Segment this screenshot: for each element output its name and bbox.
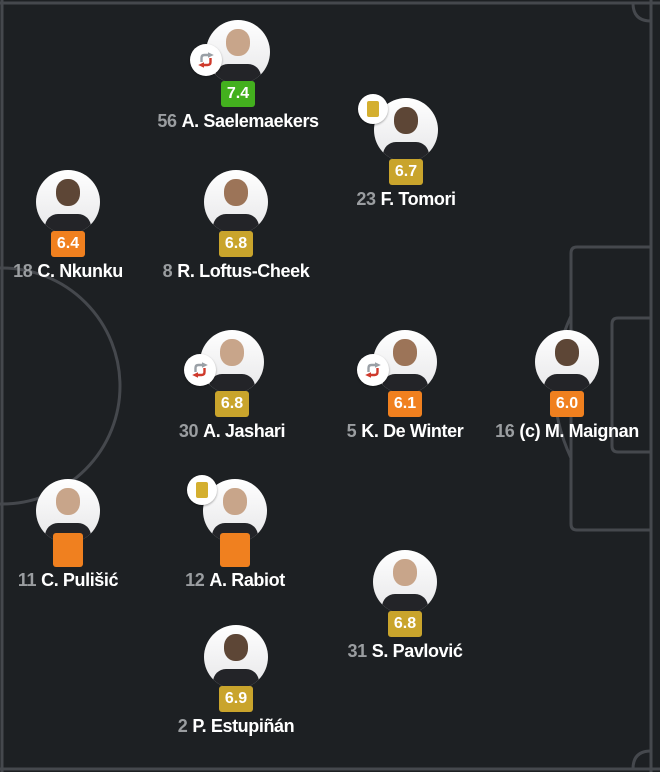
player-avatar [204,625,268,689]
player-name: 12 A. Rabiot [185,570,285,591]
player-shirt [382,594,428,614]
player-avatar [535,330,599,394]
player-number: 16 [495,421,515,441]
player-number: 23 [356,189,376,209]
player-number: 11 [17,570,37,590]
player-name: 23 F. Tomori [356,189,456,210]
player-number: 5 [346,421,357,441]
player-rating-badge: 6.0 [550,391,584,417]
player-rating-badge: 6.8 [215,391,249,417]
player-name: 30 A. Jashari [178,421,286,442]
player-head [224,179,248,206]
player-shirt [209,374,255,394]
player-head [223,488,247,515]
player-shirt [383,142,429,162]
player-rating-badge: 6.8 [219,231,253,257]
yellow-card [196,482,208,498]
player-head [393,559,417,586]
player-rating-badge: 6.4 [51,231,85,257]
player-avatar [373,550,437,614]
player-name-text: A. Rabiot [209,570,285,590]
player-rating-badge: 6.9 [219,686,253,712]
player-name-text: A. Saelemaekers [181,111,320,131]
substitution-icon [184,354,216,386]
player-head [555,339,579,366]
player-name-text: K. De Winter [361,421,464,441]
yellow-card-icon [358,94,388,124]
player-avatar [204,170,268,234]
player-name: 5 K. De Winter [347,421,464,442]
player-number: 56 [157,111,177,131]
player-head [56,179,80,206]
player-number: 12 [185,570,205,590]
player-rating-badge [220,533,250,567]
player-number: 2 [177,716,188,736]
player-number: 8 [162,261,173,281]
player-head [224,634,248,661]
player-name-text: P. Estupiñán [192,716,295,736]
player-name-text: (c) M. Maignan [519,421,639,441]
player-name: 8 R. Loftus-Cheek [163,261,310,282]
player-name: 11 C. Pulišić [17,570,119,591]
substitution-icon [190,44,222,76]
player-name: 2 P. Estupiñán [178,716,295,737]
player-shirt [45,214,91,234]
player-name: 31 S. Pavlović [348,641,463,662]
yellow-card [367,101,379,117]
player-shirt [544,374,590,394]
player-name-text: C. Nkunku [37,261,123,281]
player-name-text: S. Pavlović [371,641,463,661]
player-avatar [206,20,270,84]
player-number: 18 [13,261,33,281]
player-rating-badge [53,533,83,567]
player-name: 18 C. Nkunku [13,261,123,282]
player-head [393,339,417,366]
player-number: 30 [178,421,199,441]
substitution-icon [357,354,389,386]
player-name-text: F. Tomori [380,189,456,209]
player-head [226,29,250,56]
player-shirt [382,374,428,394]
player-rating-badge: 6.8 [388,611,422,637]
player-head [56,488,80,515]
player-name-text: C. Pulišić [41,570,119,590]
player-avatar [36,170,100,234]
player-avatar [36,479,100,543]
player-head [220,339,244,366]
player-number: 31 [347,641,368,661]
player-rating-badge: 6.7 [389,159,423,185]
player-shirt [215,64,261,84]
player-head [394,107,418,134]
player-name-text: R. Loftus-Cheek [177,261,310,281]
player-rating-badge: 7.4 [221,81,255,107]
player-name: 56 A. Saelemaekers [157,111,320,132]
player-shirt [213,214,259,234]
player-name: 16 (c) M. Maignan [495,421,639,442]
player-rating-badge: 6.1 [388,391,422,417]
player-name-text: A. Jashari [203,421,286,441]
player-shirt [213,669,259,689]
yellow-card-icon [187,475,217,505]
